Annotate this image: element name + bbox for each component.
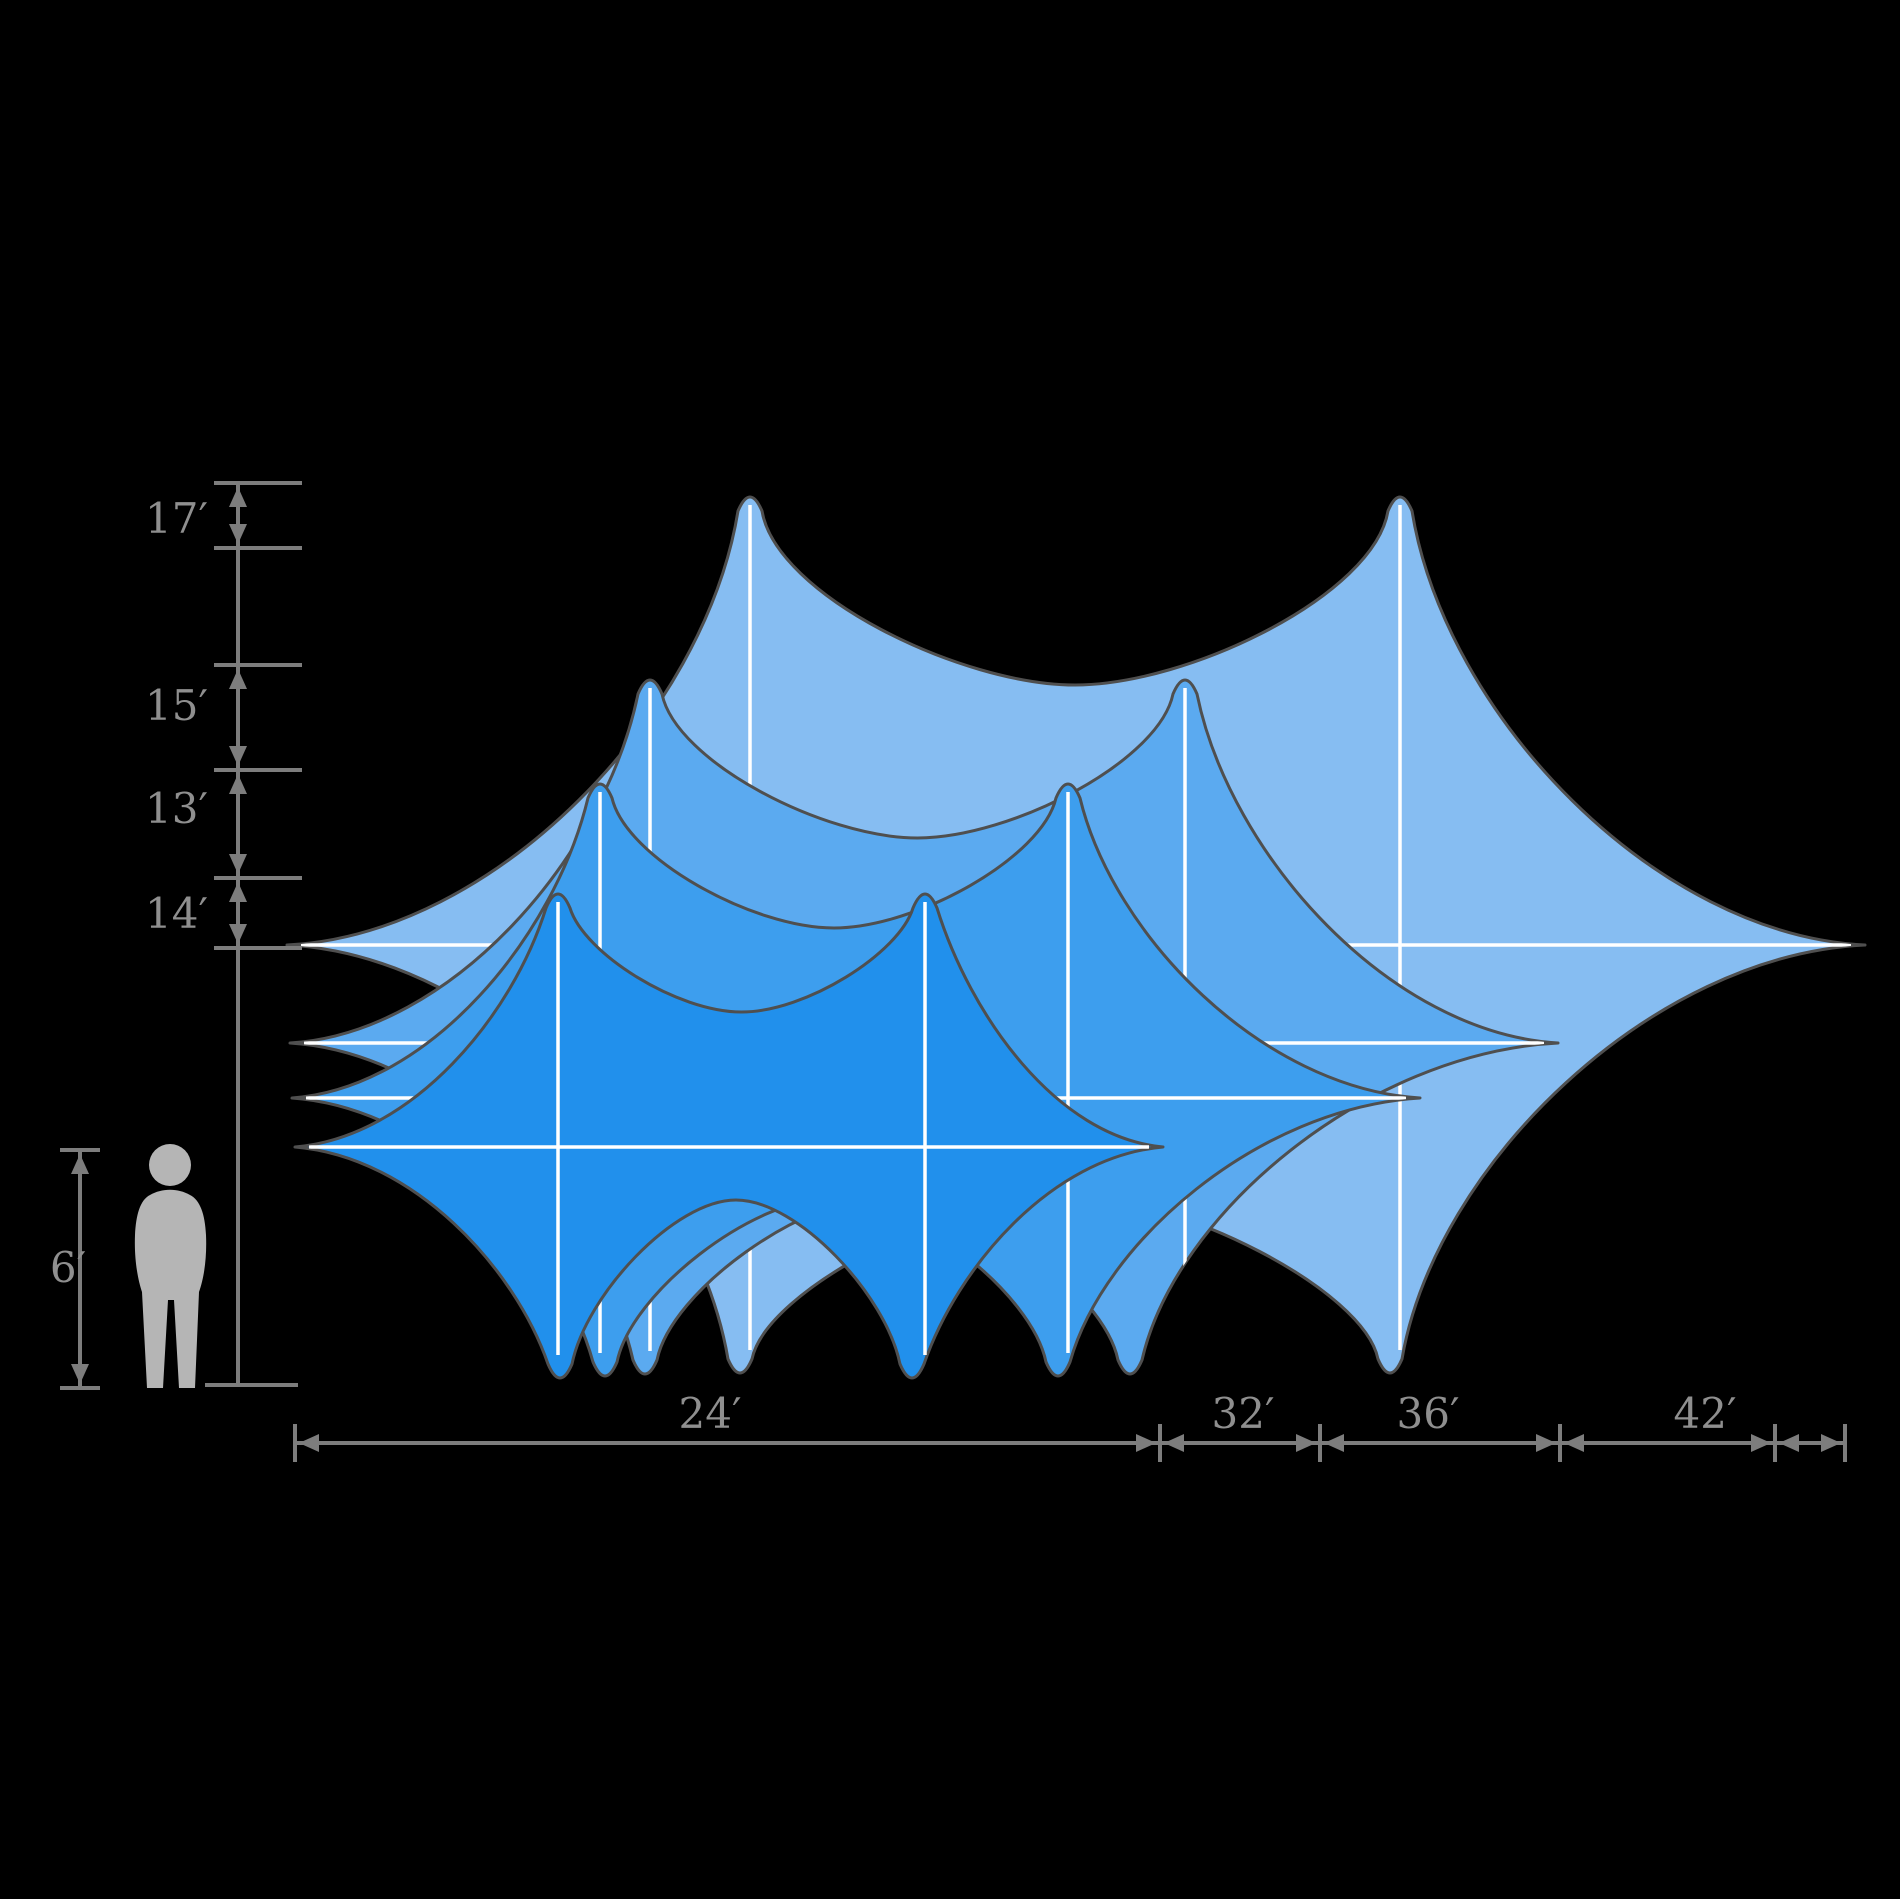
height-arrow-down bbox=[229, 524, 247, 544]
width-arrow-left bbox=[1164, 1434, 1184, 1452]
person-height-dimension: 6′ bbox=[50, 1148, 100, 1390]
tent-smallest-front-crosshairs bbox=[309, 902, 1149, 1355]
height-arrow-up bbox=[229, 669, 247, 689]
height-label: 14′ bbox=[145, 889, 208, 938]
width-label: 42′ bbox=[1674, 1389, 1737, 1438]
height-arrow-up bbox=[229, 487, 247, 507]
height-arrow-down bbox=[229, 924, 247, 944]
person-silhouette-icon bbox=[134, 1144, 207, 1388]
height-label: 13′ bbox=[145, 784, 208, 833]
person-dim-arrow-up bbox=[71, 1154, 89, 1174]
width-dimension-axis: 24′ 32′ 36′ 42′ bbox=[293, 1389, 1847, 1462]
width-arrow-right bbox=[1296, 1434, 1316, 1452]
person-head bbox=[149, 1144, 191, 1186]
height-dimension-axis: 17′ 15′ 13′ 14′ bbox=[145, 481, 302, 1387]
width-arrow-left bbox=[1324, 1434, 1344, 1452]
width-arrow-right bbox=[1821, 1434, 1841, 1452]
width-arrow-left bbox=[1779, 1434, 1799, 1452]
width-arrow-left bbox=[299, 1434, 319, 1452]
person-body bbox=[134, 1189, 207, 1388]
width-label: 36′ bbox=[1397, 1389, 1460, 1438]
width-arrow-right bbox=[1136, 1434, 1156, 1452]
tent-smallest-front bbox=[293, 892, 1165, 1380]
width-label: 32′ bbox=[1212, 1389, 1275, 1438]
width-label: 24′ bbox=[679, 1389, 742, 1438]
person-height-label: 6′ bbox=[50, 1243, 86, 1292]
person-dim-arrow-down bbox=[71, 1364, 89, 1384]
height-label: 15′ bbox=[145, 681, 208, 730]
height-label: 17′ bbox=[145, 494, 208, 543]
height-arrow-down bbox=[229, 746, 247, 766]
height-arrow-up bbox=[229, 774, 247, 794]
width-arrow-right bbox=[1536, 1434, 1556, 1452]
height-arrow-down bbox=[229, 854, 247, 874]
height-arrow-up bbox=[229, 882, 247, 902]
width-arrow-left bbox=[1564, 1434, 1584, 1452]
width-arrow-right bbox=[1751, 1434, 1771, 1452]
